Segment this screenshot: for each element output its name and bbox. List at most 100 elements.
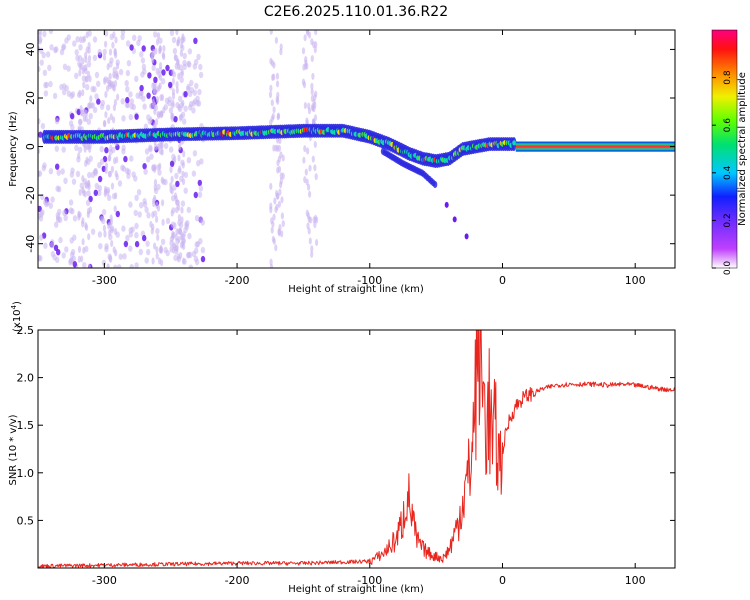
- noise-stripe-blob: [310, 250, 314, 258]
- noise-stripe-blob: [175, 81, 179, 89]
- noise-blob: [187, 232, 192, 240]
- noise-stripe-blob: [179, 114, 183, 122]
- noise-stripe-blob: [155, 38, 160, 46]
- noise-blob: [49, 241, 55, 249]
- spectrogram-x-ticks: -300 -200 -100 0 100: [92, 30, 646, 287]
- noise-stripe-blob: [306, 30, 310, 36]
- noise-stripe-blob: [87, 233, 91, 241]
- noise-blob: [183, 187, 188, 194]
- noise-stripe-blob: [280, 212, 284, 220]
- noise-stripe-blob: [277, 144, 281, 152]
- noise-stripe-blob: [78, 62, 82, 70]
- noise-stripe-blob: [107, 154, 111, 162]
- noise-stripe-blob: [159, 110, 164, 118]
- noise-blob: [63, 214, 68, 222]
- noise-blob: [85, 83, 90, 91]
- noise-stripe-blob: [274, 206, 278, 214]
- noise-stripe-blob: [108, 72, 112, 80]
- noise-blob: [158, 37, 163, 44]
- noise-blob: [129, 44, 134, 51]
- noise-blob: [38, 147, 41, 155]
- noise-stripe-blob: [305, 62, 309, 70]
- noise-stripe-blob: [170, 209, 174, 217]
- noise-blob: [61, 88, 67, 96]
- spectrogram-y-ticks: -40 -20 0 20 40: [24, 42, 675, 253]
- noise-stripe-blob: [303, 102, 307, 109]
- noise-blob: [68, 199, 74, 206]
- noise-blob: [101, 208, 107, 216]
- noise-blob: [179, 76, 184, 84]
- x-tick-label: -200: [225, 574, 250, 587]
- noise-stripe-blob: [307, 227, 311, 235]
- noise-stripe-blob: [158, 44, 162, 52]
- noise-stripe-blob: [108, 48, 113, 56]
- noise-stripe-blob: [272, 106, 276, 114]
- noise-stripe-blob: [313, 141, 317, 148]
- noise-blob: [60, 168, 65, 175]
- noise-blob: [160, 78, 166, 85]
- colorbar-tick-label: 0.8: [723, 70, 733, 85]
- noise-blob: [198, 185, 204, 192]
- noise-stripe-blob: [269, 84, 273, 92]
- noise-blob: [140, 57, 146, 64]
- noise-blob: [175, 180, 180, 188]
- x-tick-label: 0: [499, 274, 506, 287]
- noise-stripe-blob: [110, 165, 114, 173]
- noise-stripe-blob: [270, 99, 274, 107]
- noise-blob: [38, 131, 43, 138]
- noise-blob: [69, 237, 74, 244]
- noise-blob: [94, 182, 100, 190]
- noise-stripe-blob: [171, 77, 175, 85]
- noise-stripe-blob: [77, 213, 81, 221]
- noise-stripe-blob: [151, 98, 155, 106]
- noise-stripe-blob: [277, 165, 282, 173]
- noise-blob: [118, 68, 124, 76]
- noise-blob: [183, 91, 188, 98]
- snr-frame: [37, 329, 676, 569]
- noise-stripe-blob: [109, 144, 113, 152]
- noise-stripe-blob: [153, 107, 157, 115]
- noise-stripe-blob: [84, 64, 88, 72]
- noise-blob: [66, 65, 71, 72]
- noise-blob: [90, 228, 96, 235]
- noise-blob: [120, 33, 125, 41]
- noise-blob: [74, 144, 79, 151]
- noise-stripe-blob: [160, 94, 165, 101]
- noise-stripe-blob: [308, 164, 312, 172]
- noise-blob: [86, 118, 92, 125]
- noise-stripe-blob: [81, 89, 85, 97]
- noise-stripe-blob: [307, 215, 311, 223]
- noise-stripe-blob: [177, 154, 181, 162]
- noise-blob: [48, 80, 53, 88]
- y-tick-label: 40: [24, 42, 37, 56]
- noise-blob: [109, 57, 114, 64]
- noise-stripe-blob: [277, 155, 281, 163]
- noise-stripe-blob: [161, 199, 165, 207]
- noise-stripe-blob: [173, 222, 177, 230]
- noise-blob: [129, 155, 134, 162]
- noise-blob: [196, 160, 201, 167]
- noise-stripe-blob: [115, 70, 119, 78]
- noise-stripe-blob: [313, 46, 317, 54]
- noise-blob: [47, 64, 52, 72]
- noise-blob: [193, 255, 199, 262]
- noise-stripe-blob: [174, 62, 178, 70]
- noise-stripe-blob: [158, 162, 162, 170]
- noise-blob: [92, 106, 98, 114]
- noise-blob: [132, 34, 137, 41]
- noise-stripe-blob: [156, 204, 161, 212]
- noise-stripe-blob: [84, 181, 88, 189]
- noise-blob: [183, 171, 189, 179]
- noise-blob: [128, 91, 133, 98]
- noise-blob: [196, 53, 201, 61]
- noise-stripe-blob: [305, 117, 309, 125]
- noise-stripe-blob: [106, 63, 110, 71]
- noise-stripe-blob: [173, 53, 177, 61]
- noise-stripe-blob: [82, 107, 86, 115]
- noise-blob: [123, 155, 128, 163]
- noise-blob: [191, 170, 197, 177]
- noise-stripe-blob: [102, 120, 106, 128]
- noise-blob: [187, 61, 192, 68]
- noise-blob: [184, 221, 189, 228]
- noise-stripe-blob: [111, 41, 115, 49]
